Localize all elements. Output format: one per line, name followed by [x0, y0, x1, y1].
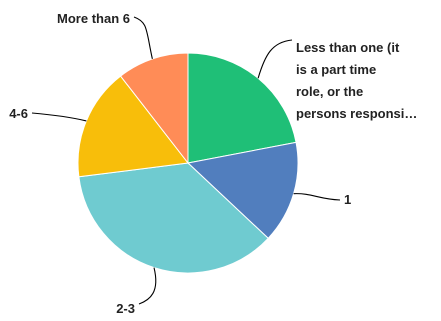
leader-line-4	[31, 112, 87, 122]
pie-slices	[77, 52, 299, 274]
slice-label-line: 2-3	[116, 301, 135, 316]
slice-label-line: 1	[344, 192, 351, 207]
slice-label-2: 1	[344, 192, 351, 207]
leader-line-3	[138, 267, 157, 305]
slice-label-line: role, or the	[296, 84, 363, 99]
leader-line-2	[293, 193, 341, 201]
pie-slice-5	[119, 52, 189, 165]
leader-line-5	[133, 16, 153, 60]
slice-label-line: Less than one (it	[296, 40, 400, 55]
slice-label-5: More than 6	[57, 11, 130, 26]
slice-label-3: 2-3	[116, 301, 135, 316]
slice-label-line: persons responsi…	[296, 106, 417, 121]
slice-label-1: Less than one (it is a part time role, or …	[296, 40, 417, 121]
slice-label-4: 4-6	[9, 106, 28, 121]
pie-slice-3	[78, 162, 269, 274]
leader-line-1	[257, 39, 293, 79]
slice-label-line: is a part time	[296, 62, 376, 77]
slice-label-line: 4-6	[9, 106, 28, 121]
slice-label-line: More than 6	[57, 11, 130, 26]
leader-lines	[31, 16, 341, 305]
slice-labels: Less than one (it is a part time role, or …	[9, 11, 417, 316]
